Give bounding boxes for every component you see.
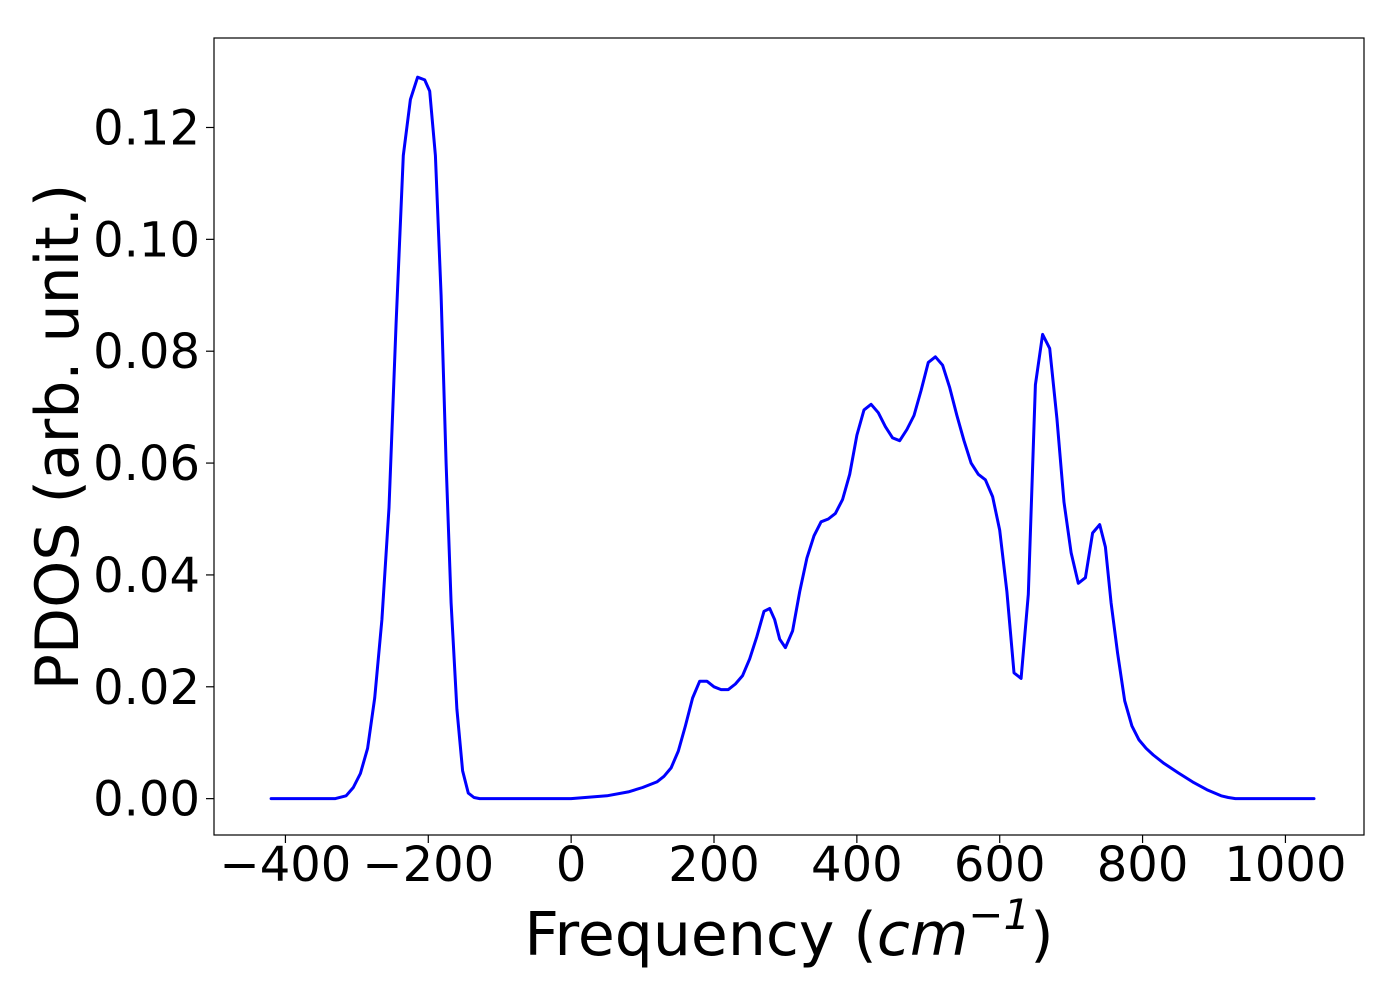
plot-area-frame [213, 37, 1365, 836]
y-axis-ticks: 0.00 0.02 0.04 0.06 0.08 0.10 0.12 [93, 100, 214, 828]
y-tick-label: 0.04 [93, 548, 200, 604]
y-tick-label: 0.08 [93, 324, 200, 380]
x-tick-label: 0 [556, 837, 587, 893]
x-tick-label: 600 [954, 837, 1046, 893]
x-tick-label: 400 [811, 837, 903, 893]
x-axis-title: Frequency (cm−1) [524, 890, 1053, 970]
x-tick-label: −400 [220, 837, 352, 893]
pdos-series-line [269, 75, 1316, 801]
y-tick-label: 0.00 [93, 772, 200, 828]
x-tick-label: 800 [1097, 837, 1189, 893]
y-tick-label: 0.12 [93, 100, 200, 156]
y-tick-label: 0.02 [93, 660, 200, 716]
x-axis-title-close: ) [1030, 900, 1053, 970]
y-tick-label: 0.06 [93, 436, 200, 492]
x-tick-label: 1000 [1224, 837, 1346, 893]
x-tick-label: 200 [668, 837, 760, 893]
x-axis-title-exponent: −1 [968, 890, 1030, 939]
y-tick-label: 0.10 [93, 212, 200, 268]
x-axis-ticks: −400 −200 0 200 400 600 800 1000 [220, 835, 1347, 893]
x-tick-label: −200 [362, 837, 494, 893]
x-axis-title-unit: cm [877, 900, 968, 970]
y-axis-title: PDOS (arb. unit.) [23, 184, 93, 691]
x-axis-title-text: Frequency ( [524, 900, 876, 970]
